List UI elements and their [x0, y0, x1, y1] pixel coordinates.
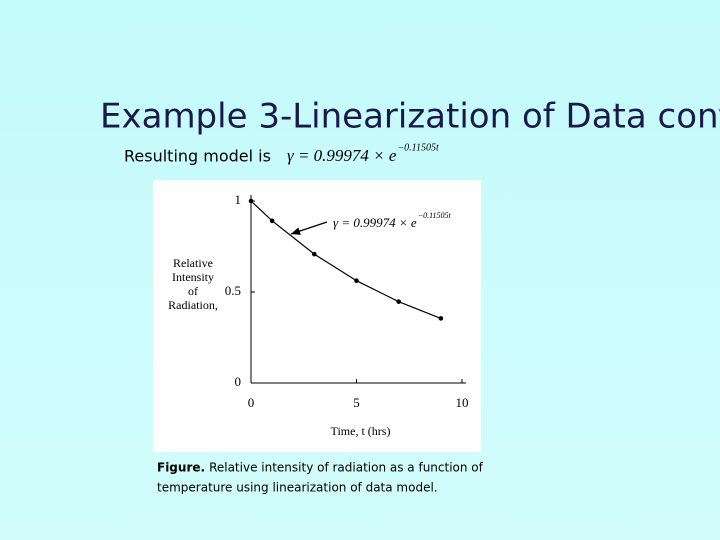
- chart-panel: [153, 180, 481, 452]
- annotation-arrow: [290, 221, 328, 235]
- data-point: [269, 218, 275, 224]
- annotation-exponent: −0.11505t: [418, 211, 452, 220]
- data-point: [438, 316, 444, 321]
- y-axis-label: of: [188, 284, 198, 298]
- x-tick-label: 0: [248, 395, 255, 410]
- y-axis-label: Intensity: [172, 270, 214, 284]
- y-tick-label: 0.5: [225, 283, 241, 298]
- caption-text: temperature using linearization of data …: [157, 481, 438, 495]
- data-point: [354, 278, 359, 284]
- annotation-equation: γ = 0.99974 × e: [333, 215, 417, 230]
- y-tick-label: 0: [235, 374, 242, 389]
- data-point: [248, 198, 254, 204]
- x-axis-label: Time, t (hrs): [331, 424, 391, 438]
- model-exponent: −0.11505t: [397, 142, 439, 153]
- x-tick-label: 5: [353, 395, 360, 410]
- series-line: [250, 200, 442, 319]
- x-tick-label: 10: [456, 395, 469, 410]
- slide-title: Example 3-Linearization of Data cont.: [100, 97, 720, 137]
- lead-text: Resulting model is: [124, 147, 271, 166]
- y-axis-label: Radiation,: [168, 298, 218, 312]
- data-point: [396, 299, 402, 304]
- y-tick-label: 1: [235, 192, 242, 207]
- model-equation: γ = 0.99974 × e: [287, 146, 397, 165]
- caption-label: Figure.: [157, 461, 205, 475]
- y-axis-label: Relative: [173, 256, 213, 270]
- caption-text: Relative intensity of radiation as a fun…: [209, 461, 484, 475]
- data-point: [312, 251, 317, 257]
